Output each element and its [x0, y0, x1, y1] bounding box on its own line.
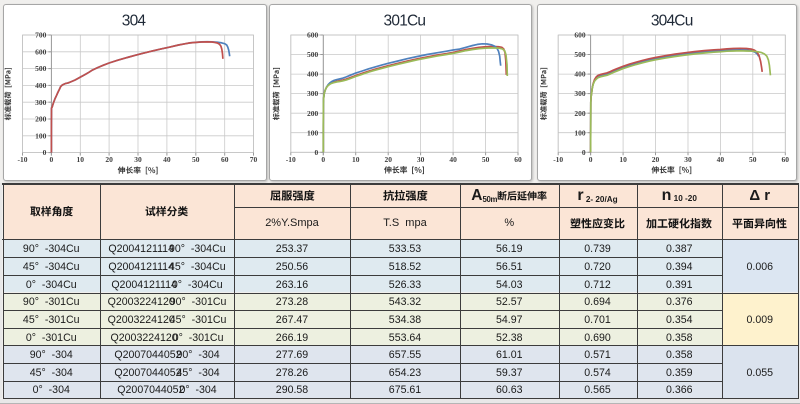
svg-text:30: 30: [134, 155, 142, 164]
svg-text:-10: -10: [553, 155, 563, 164]
svg-text:30: 30: [416, 155, 424, 164]
svg-text:30: 30: [684, 155, 692, 164]
svg-text:304: 304: [121, 13, 146, 30]
svg-text:300: 300: [35, 98, 47, 107]
svg-text:0: 0: [49, 155, 53, 164]
svg-text:40: 40: [163, 155, 171, 164]
svg-text:200: 200: [307, 109, 319, 118]
svg-text:20: 20: [105, 155, 113, 164]
svg-text:10: 10: [351, 155, 359, 164]
svg-text:60: 60: [220, 155, 228, 164]
svg-text:0: 0: [581, 148, 585, 157]
svg-text:40: 40: [449, 155, 457, 164]
svg-text:400: 400: [35, 81, 47, 90]
svg-text:200: 200: [35, 115, 47, 124]
svg-text:700: 700: [35, 31, 47, 40]
svg-text:600: 600: [307, 31, 319, 40]
svg-text:500: 500: [35, 64, 47, 73]
svg-text:301Cu: 301Cu: [383, 13, 425, 30]
svg-text:500: 500: [307, 50, 319, 59]
svg-text:100: 100: [574, 128, 586, 137]
svg-text:100: 100: [35, 131, 47, 140]
svg-text:0: 0: [321, 155, 325, 164]
svg-text:70: 70: [249, 155, 257, 164]
svg-text:0: 0: [588, 155, 592, 164]
svg-text:50: 50: [749, 155, 757, 164]
svg-text:0: 0: [42, 148, 46, 157]
svg-text:50: 50: [481, 155, 489, 164]
svg-text:60: 60: [781, 155, 789, 164]
svg-text:400: 400: [307, 70, 319, 79]
svg-text:20: 20: [384, 155, 392, 164]
svg-text:20: 20: [651, 155, 659, 164]
svg-text:600: 600: [35, 47, 47, 56]
svg-text:-10: -10: [17, 155, 27, 164]
svg-text:600: 600: [574, 31, 586, 40]
svg-text:300: 300: [574, 89, 586, 98]
svg-text:500: 500: [574, 50, 586, 59]
svg-text:304Cu: 304Cu: [650, 13, 692, 30]
svg-text:10: 10: [76, 155, 84, 164]
svg-text:60: 60: [514, 155, 522, 164]
svg-text:100: 100: [307, 128, 319, 137]
svg-text:50: 50: [192, 155, 200, 164]
svg-text:400: 400: [574, 70, 586, 79]
svg-text:40: 40: [716, 155, 724, 164]
svg-text:200: 200: [574, 109, 586, 118]
svg-text:10: 10: [619, 155, 627, 164]
svg-text:300: 300: [307, 89, 319, 98]
svg-text:-10: -10: [285, 155, 295, 164]
svg-text:0: 0: [314, 148, 318, 157]
